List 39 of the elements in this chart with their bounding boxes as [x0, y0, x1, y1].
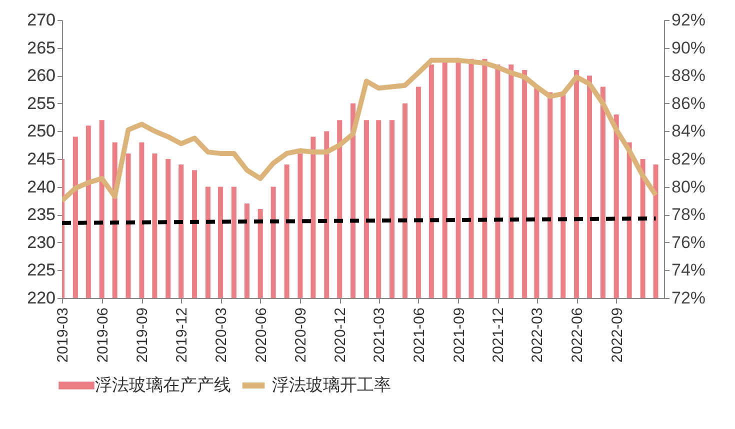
y-tick-label: 235	[27, 205, 56, 224]
y-tick-label: 260	[27, 66, 56, 86]
y-tick-label: 255	[27, 94, 56, 113]
x-tick-label: 2020-06	[252, 308, 270, 363]
y-tick-label: 225	[27, 260, 56, 280]
y2-tick-label: 76%	[672, 232, 706, 252]
y-tick-label: 230	[27, 232, 56, 252]
y2-tick-label: 86%	[672, 94, 706, 113]
x-tick-label: 2020-09	[292, 308, 310, 363]
y-tick-label: 265	[27, 38, 56, 58]
y2-tick-label: 74%	[672, 260, 706, 280]
x-tick-label: 2022-06	[569, 308, 586, 363]
x-tick-label: 2022-03	[529, 308, 546, 363]
x-tick-label: 2020-03	[213, 308, 230, 363]
y-tick-label: 250	[27, 122, 56, 141]
x-tick-label: 2022-09	[608, 308, 626, 363]
x-tick-label: 2021-09	[450, 308, 468, 363]
x-tick-label: 2021-12	[490, 308, 508, 363]
y2-tick-label: 80%	[672, 177, 706, 196]
y-tick-label: 245	[27, 150, 56, 168]
legend-label: 浮法玻璃开工率	[272, 376, 391, 394]
x-tick-label: 2019-12	[174, 308, 191, 363]
x-tick-label: 2019-03	[54, 308, 72, 363]
y2-tick-label: 82%	[672, 150, 706, 168]
y2-tick-label: 92%	[672, 10, 706, 30]
y-tick-label: 240	[27, 177, 56, 196]
x-tick-label: 2019-09	[134, 308, 152, 363]
y2-tick-label: 72%	[672, 288, 706, 308]
y2-tick-label: 88%	[672, 66, 706, 86]
y2-tick-label: 84%	[672, 122, 706, 141]
x-tick-label: 2019-06	[94, 308, 112, 363]
y2-tick-label: 90%	[672, 38, 706, 58]
y2-tick-label: 78%	[672, 205, 706, 224]
x-tick-label: 2021-06	[410, 308, 428, 363]
y-tick-label: 220	[27, 288, 56, 308]
x-tick-label: 2021-03	[371, 308, 388, 363]
y-tick-label: 270	[27, 10, 56, 30]
legend-label: 浮法玻璃在产产线	[95, 376, 231, 394]
x-tick-label: 2020-12	[332, 308, 350, 363]
